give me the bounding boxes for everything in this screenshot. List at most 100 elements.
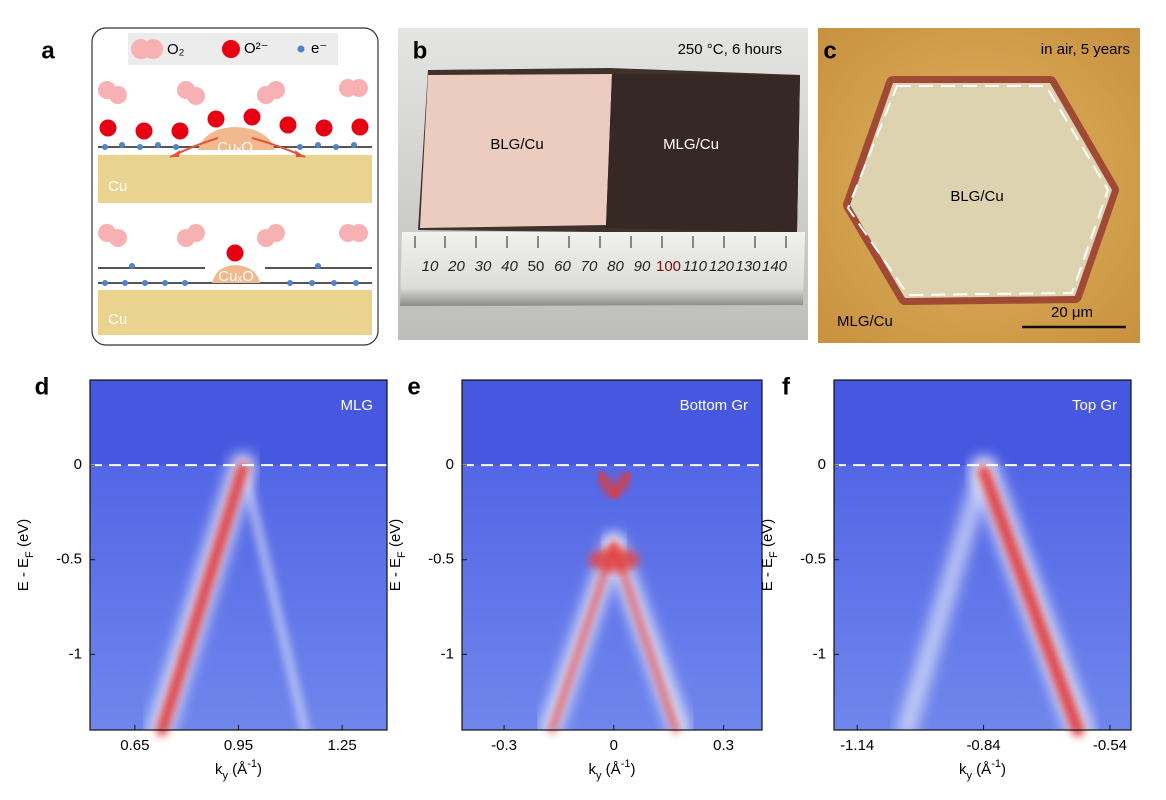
label-part: y: [223, 770, 229, 782]
oxide-label: CuₓO: [217, 139, 253, 156]
y-tick-label: 0: [74, 456, 82, 473]
y-tick-label: 0: [818, 456, 826, 473]
y-axis-label: E - EF (eV): [15, 519, 36, 592]
panel-label: d: [35, 373, 50, 400]
label-part: F: [768, 551, 780, 558]
plot-name: Top Gr: [1072, 397, 1117, 414]
label-part: ): [257, 761, 262, 778]
label-part: F: [24, 551, 36, 558]
panel-label: b: [413, 37, 428, 64]
label-part: ): [630, 761, 635, 778]
label-part: y: [596, 770, 602, 782]
ruler-label: 40: [501, 258, 518, 275]
y-tick-label: -1: [69, 645, 82, 662]
y-tick-label: -0.5: [428, 551, 454, 568]
label-part: -1: [991, 758, 1001, 770]
label-part: (Å: [972, 761, 991, 778]
ruler-label: 90: [634, 258, 651, 275]
plot-frame: [833, 379, 1132, 731]
label-part: -1: [247, 758, 257, 770]
ruler-label: 50: [528, 258, 545, 275]
x-tick-label: -0.54: [1093, 737, 1127, 754]
dispersion-band: [610, 541, 680, 734]
ruler-label: 80: [607, 258, 624, 275]
panel-c-photo: [818, 28, 1140, 343]
upper-background: [462, 380, 762, 466]
label-part: -1: [621, 758, 631, 770]
legend-label: e⁻: [311, 40, 327, 57]
ruler-label: 20: [447, 258, 465, 275]
label-part: k: [215, 761, 223, 778]
ruler-label: 100: [656, 258, 681, 275]
label-part: E - E: [15, 558, 32, 591]
dispersion-band: [548, 541, 618, 734]
upper-background: [834, 380, 1131, 466]
sample-label: MLG/Cu: [663, 136, 719, 153]
label-part: y: [967, 770, 973, 782]
substrate-label: Cu: [108, 178, 127, 195]
ruler-label: 110: [683, 258, 708, 275]
label-part: F: [396, 551, 408, 558]
label-part: k: [589, 761, 597, 778]
y-axis-label: E - EF (eV): [759, 519, 780, 592]
x-axis-label: ky (Å-1): [959, 758, 1006, 782]
x-tick-label: -1.14: [840, 737, 874, 754]
plot-frame: [461, 379, 763, 731]
label-part: ): [1001, 761, 1006, 778]
x-tick-label: 0.3: [713, 737, 734, 754]
plot-name: Bottom Gr: [680, 397, 748, 414]
caption: in air, 5 years: [1041, 41, 1130, 58]
label-part: k: [959, 761, 967, 778]
ruler-label: 10: [422, 258, 439, 275]
panel-a: [91, 27, 379, 346]
legend-label: O₂: [167, 41, 185, 58]
sample-label: MLG/Cu: [837, 313, 893, 330]
ruler-label: 140: [762, 258, 788, 275]
ruler-label: 120: [709, 258, 735, 275]
plot-name: MLG: [340, 397, 373, 414]
panel-b-photo: [398, 28, 808, 340]
dispersion-band: [897, 461, 993, 739]
y-tick-label: -1: [441, 645, 454, 662]
label-part: (eV): [15, 519, 32, 552]
arpes-plot: [462, 380, 762, 740]
arpes-plot: [834, 380, 1131, 743]
y-tick-label: -0.5: [56, 551, 82, 568]
dispersion-band: [238, 460, 310, 735]
panel-label: c: [823, 37, 836, 64]
x-tick-label: 0.95: [224, 737, 253, 754]
y-tick-label: -1: [813, 645, 826, 662]
x-tick-label: -0.3: [491, 737, 517, 754]
oxide-label: CuₓO: [218, 268, 254, 285]
panel-label: e: [407, 373, 420, 400]
band-maximum: [588, 548, 640, 572]
sample-label: BLG/Cu: [490, 136, 543, 153]
y-axis-label: E - EF (eV): [387, 519, 408, 592]
x-axis-label: ky (Å-1): [589, 758, 636, 782]
dispersion-band: [977, 465, 1085, 737]
y-tick-label: -0.5: [800, 551, 826, 568]
scale-bar-label: 20 μm: [1051, 304, 1093, 321]
label-part: E - E: [759, 558, 776, 591]
label-part: E - E: [387, 558, 404, 591]
sample-label: BLG/Cu: [950, 188, 1003, 205]
caption: 250 °C, 6 hours: [678, 41, 782, 58]
label-part: (eV): [387, 519, 404, 552]
ruler-label: 130: [735, 258, 761, 275]
ruler-label: 60: [554, 258, 571, 275]
panel-label: f: [782, 373, 791, 400]
x-tick-label: 0.65: [120, 737, 149, 754]
upper-background: [90, 380, 387, 466]
dispersion-band: [156, 462, 249, 736]
x-tick-label: 0: [610, 737, 618, 754]
ruler-label: 70: [581, 258, 598, 275]
arpes-plot: [90, 380, 387, 742]
label-part: (Å: [228, 761, 247, 778]
label-part: (eV): [759, 519, 776, 552]
x-tick-label: 1.25: [328, 737, 357, 754]
x-axis-label: ky (Å-1): [215, 758, 262, 782]
ruler-label: 30: [475, 258, 492, 275]
x-tick-label: -0.84: [966, 737, 1000, 754]
